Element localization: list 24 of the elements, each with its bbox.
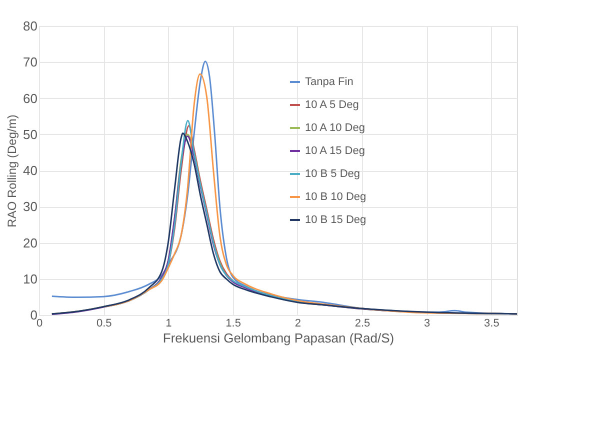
x-tick-label: 1.5 bbox=[226, 318, 241, 330]
y-tick-label: 20 bbox=[23, 235, 38, 250]
x-tick-label: 3 bbox=[424, 318, 430, 330]
legend-label: 10 B 10 Deg bbox=[305, 191, 366, 203]
y-axis-title: RAO Rolling (Deg/m) bbox=[5, 114, 20, 228]
x-tick-label: 0.5 bbox=[96, 318, 112, 330]
y-tick-label: 30 bbox=[23, 199, 38, 214]
legend-label: Tanpa Fin bbox=[305, 76, 354, 88]
legend-label: 10 B 5 Deg bbox=[305, 168, 360, 180]
x-tick-label: 1 bbox=[166, 318, 172, 330]
y-tick-label: 10 bbox=[23, 271, 38, 286]
legend-label: 10 A 5 Deg bbox=[305, 99, 359, 111]
y-tick-label: 60 bbox=[23, 90, 38, 106]
x-tick-label: 2 bbox=[294, 318, 301, 330]
x-tick-label: 3.5 bbox=[484, 318, 500, 330]
x-axis-title: Frekuensi Gelombang Papasan (Rad/S) bbox=[162, 330, 394, 346]
legend-label: 10 A 15 Deg bbox=[305, 145, 365, 157]
legend-label: 10 A 10 Deg bbox=[305, 122, 365, 134]
legend-label: 10 B 15 Deg bbox=[305, 214, 366, 226]
y-tick-label: 70 bbox=[23, 54, 38, 70]
x-tick-label: 2.5 bbox=[354, 318, 370, 330]
y-tick-label: 50 bbox=[23, 126, 38, 142]
y-tick-label: 40 bbox=[23, 163, 38, 178]
y-tick-label: 80 bbox=[23, 18, 38, 34]
